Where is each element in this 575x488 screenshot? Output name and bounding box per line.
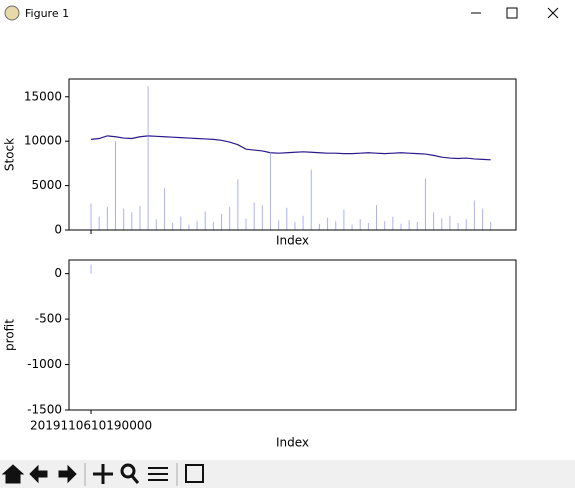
y-tick-label: 15000 <box>24 89 62 103</box>
y-tick-label: -1000 <box>27 357 62 371</box>
plot-frame <box>68 78 517 231</box>
y-tick-label: -1500 <box>27 403 62 417</box>
x-tick-label: 2019110610190000 <box>30 419 152 433</box>
plot-frame <box>68 259 517 411</box>
y-tick-label: 5000 <box>31 178 62 192</box>
pan-button[interactable] <box>93 464 113 484</box>
maximize-button[interactable] <box>506 7 518 19</box>
y-tick-label: 0 <box>54 223 62 237</box>
x-axis-label: Index <box>276 234 309 248</box>
app-icon <box>4 5 20 21</box>
y-tick-label: 0 <box>54 266 62 280</box>
configure-button[interactable] <box>148 467 168 481</box>
stock-line <box>90 135 491 161</box>
y-axis-label: profit <box>3 319 17 351</box>
x-axis-label: Index <box>276 436 309 450</box>
zoom-button[interactable] <box>120 463 140 484</box>
save-button[interactable] <box>185 464 204 483</box>
back-button[interactable] <box>29 464 48 484</box>
y-tick-label: 10000 <box>24 134 62 148</box>
window-title: Figure 1 <box>25 7 69 20</box>
home-button[interactable] <box>1 464 25 484</box>
close-button[interactable] <box>547 7 559 19</box>
forward-button[interactable] <box>58 464 77 484</box>
toolbar <box>0 460 575 488</box>
y-axis-label: Stock <box>3 138 17 171</box>
y-tick-label: -500 <box>35 312 62 326</box>
toolbar-buttons <box>1 463 204 486</box>
title-bar <box>0 0 575 28</box>
